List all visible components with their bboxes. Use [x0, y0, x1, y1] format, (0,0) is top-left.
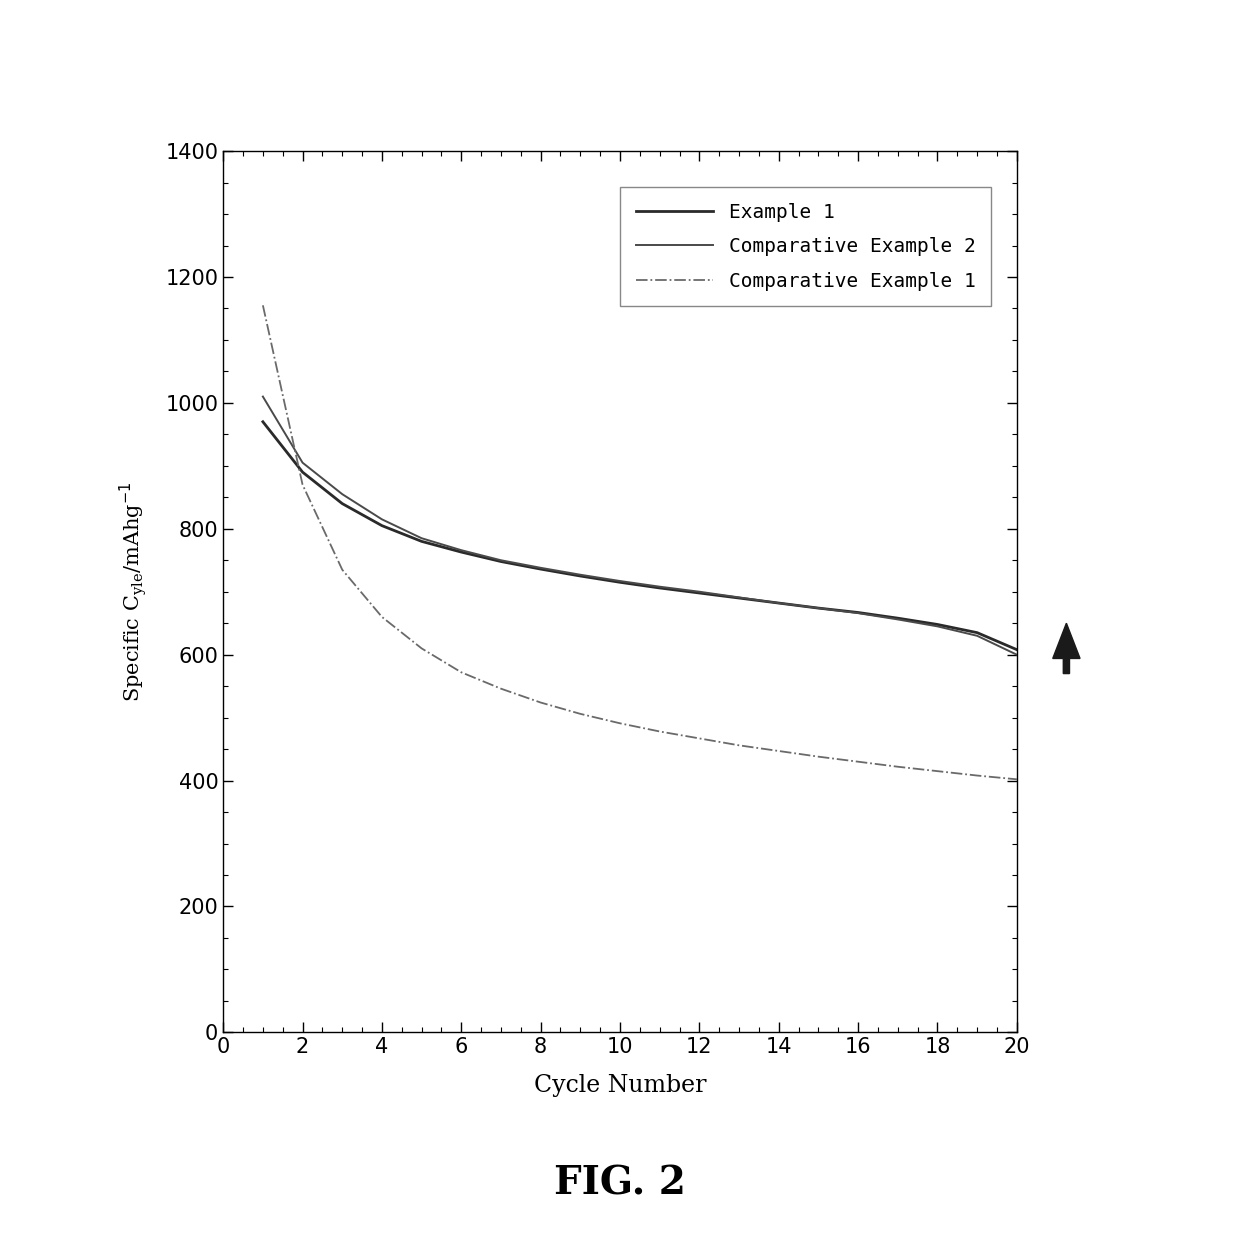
- Comparative Example 2: [414, 531, 429, 546]
- Comparative Example 2: [1009, 647, 1024, 662]
- X-axis label: Cycle Number: Cycle Number: [533, 1074, 707, 1097]
- Example 1: [732, 590, 746, 606]
- Comparative Example 2: [851, 606, 866, 621]
- Comparative Example 1: [1009, 772, 1024, 787]
- Comparative Example 1: [652, 724, 667, 739]
- Example 1: [295, 465, 310, 480]
- Comparative Example 2: [652, 579, 667, 594]
- Comparative Example 1: [295, 477, 310, 492]
- Comparative Example 2: [692, 584, 707, 599]
- Comparative Example 2: [255, 389, 270, 404]
- Example 1: [771, 596, 786, 611]
- Example 1: [414, 534, 429, 549]
- Example 1: [970, 626, 985, 641]
- Line: Comparative Example 2: Comparative Example 2: [263, 397, 1017, 655]
- Comparative Example 2: [811, 601, 826, 616]
- Comparative Example 2: [533, 560, 548, 575]
- Comparative Example 1: [851, 754, 866, 769]
- Example 1: [851, 606, 866, 621]
- Comparative Example 2: [295, 456, 310, 471]
- Comparative Example 2: [890, 612, 905, 627]
- Example 1: [454, 545, 469, 560]
- Example 1: [533, 562, 548, 577]
- Comparative Example 1: [930, 763, 945, 778]
- Comparative Example 1: [890, 759, 905, 774]
- Example 1: [255, 414, 270, 429]
- Example 1: [573, 569, 588, 584]
- Comparative Example 2: [454, 543, 469, 558]
- Comparative Example 1: [811, 749, 826, 764]
- Comparative Example 1: [335, 563, 350, 578]
- Comparative Example 2: [573, 567, 588, 582]
- Comparative Example 2: [335, 487, 350, 502]
- Example 1: [890, 611, 905, 626]
- Example 1: [811, 601, 826, 616]
- Comparative Example 2: [494, 553, 508, 568]
- Legend: Example 1, Comparative Example 2, Comparative Example 1: Example 1, Comparative Example 2, Compar…: [620, 188, 991, 306]
- Line: Example 1: Example 1: [263, 422, 1017, 650]
- Text: FIG. 2: FIG. 2: [554, 1165, 686, 1202]
- Comparative Example 1: [613, 715, 627, 730]
- Example 1: [613, 575, 627, 590]
- Comparative Example 2: [970, 628, 985, 643]
- Example 1: [494, 554, 508, 569]
- Comparative Example 2: [930, 619, 945, 635]
- Comparative Example 2: [732, 590, 746, 606]
- Comparative Example 2: [374, 512, 389, 528]
- Comparative Example 1: [374, 609, 389, 624]
- Example 1: [335, 496, 350, 511]
- Comparative Example 1: [970, 768, 985, 783]
- Comparative Example 1: [414, 641, 429, 656]
- Comparative Example 2: [613, 574, 627, 589]
- Comparative Example 1: [692, 731, 707, 747]
- Comparative Example 1: [454, 665, 469, 680]
- Comparative Example 1: [732, 738, 746, 753]
- Comparative Example 1: [533, 695, 548, 710]
- Comparative Example 1: [573, 706, 588, 721]
- Example 1: [374, 519, 389, 534]
- Line: Comparative Example 1: Comparative Example 1: [263, 306, 1017, 779]
- Y-axis label: Specific C$_{\mathregular{yle}}$/mAhg$^{-1}$: Specific C$_{\mathregular{yle}}$/mAhg$^{…: [117, 481, 149, 703]
- Comparative Example 2: [771, 596, 786, 611]
- Example 1: [692, 585, 707, 601]
- Comparative Example 1: [771, 743, 786, 758]
- Comparative Example 1: [494, 681, 508, 696]
- Comparative Example 1: [255, 298, 270, 313]
- Example 1: [652, 580, 667, 596]
- Example 1: [1009, 642, 1024, 657]
- Example 1: [930, 617, 945, 632]
